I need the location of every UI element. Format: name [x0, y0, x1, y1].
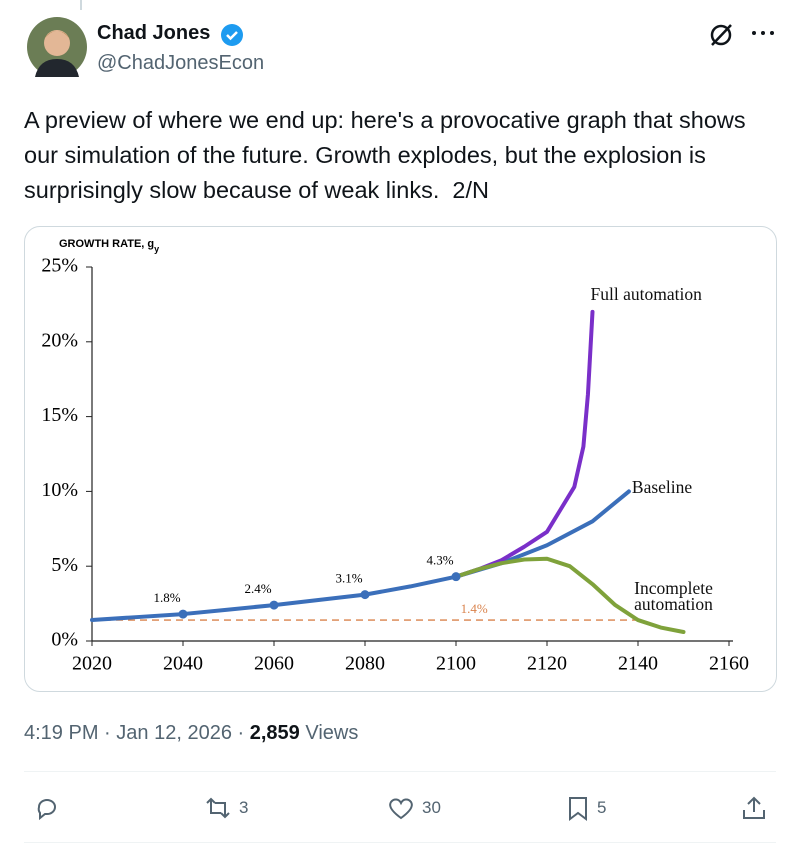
date[interactable]: Jan 12, 2026 — [116, 722, 232, 744]
retweet-icon — [206, 797, 230, 819]
x-tick-label: 2120 — [527, 653, 567, 675]
data-point — [178, 609, 188, 619]
separator: · — [237, 722, 245, 744]
chart: GROWTH RATE, gy 0% 5% 10% 15% 20% 25% 2020 2040… — [41, 238, 749, 675]
avatar[interactable] — [27, 17, 87, 77]
share-button[interactable] — [740, 794, 768, 822]
y-tick-label: 5% — [51, 554, 78, 576]
y-tick-label: 10% — [41, 479, 78, 501]
verified-badge — [221, 24, 243, 46]
bookmark-button[interactable]: 5 — [565, 794, 606, 822]
bookmark-count: 5 — [597, 798, 607, 817]
data-point — [360, 590, 370, 600]
value-label: 1.8% — [153, 590, 180, 605]
media-card[interactable] — [24, 226, 777, 692]
x-tick-label: 2160 — [709, 653, 749, 675]
share-icon — [743, 796, 765, 819]
y-axis-label-main: GROWTH RATE, g — [59, 238, 154, 250]
series-line — [454, 556, 686, 635]
grok-icon[interactable] — [708, 22, 734, 48]
y-axis-label-sub: y — [154, 244, 159, 254]
y-tick-label: 20% — [41, 329, 78, 351]
x-tick-label: 2020 — [72, 653, 112, 675]
retweet-button[interactable]: 3 — [203, 794, 248, 822]
x-tick-label: 2140 — [618, 653, 658, 675]
x-tick-label: 2060 — [254, 653, 294, 675]
y-tick-label: 25% — [41, 255, 78, 277]
timestamp: 4:19 PM · Jan 12, 2026 · 2,859 Views — [24, 722, 358, 745]
author-handle[interactable]: @ChadJonesEcon — [97, 52, 265, 74]
value-label: 2.4% — [244, 581, 271, 596]
divider — [24, 771, 776, 772]
retweet-count: 3 — [239, 798, 249, 817]
tweet-text: A preview of where we end up: here's a p… — [24, 107, 753, 203]
reply-button[interactable] — [33, 794, 61, 822]
thread-line — [80, 0, 82, 10]
like-count: 30 — [422, 798, 441, 817]
y-axis-label: GROWTH RATE, gy — [59, 238, 159, 254]
data-point — [451, 572, 461, 582]
series-line — [454, 309, 595, 579]
x-tick-label: 2040 — [163, 653, 203, 675]
series-label: Baseline — [631, 477, 693, 498]
data-point — [269, 600, 279, 610]
x-tick-label: 2100 — [436, 653, 476, 675]
series-label: Full automation — [590, 283, 702, 304]
y-tick-label: 0% — [51, 629, 78, 651]
series-label: Incomplete automation — [634, 578, 713, 615]
like-icon — [389, 798, 413, 820]
divider — [24, 842, 776, 843]
y-tick-label: 15% — [41, 404, 78, 426]
reply-icon — [37, 799, 56, 821]
separator: · — [104, 722, 111, 744]
more-icon[interactable] — [750, 28, 776, 38]
bookmark-icon — [569, 797, 587, 821]
value-label: 4.3% — [426, 553, 453, 568]
reference-label: 1.4% — [461, 601, 488, 616]
time[interactable]: 4:19 PM — [24, 722, 99, 744]
author-name[interactable]: Chad Jones — [97, 22, 211, 44]
views-count: 2,859 — [249, 722, 300, 744]
like-button[interactable]: 30 — [386, 794, 441, 822]
views-label: Views — [305, 722, 359, 744]
value-label: 3.1% — [335, 571, 362, 586]
x-tick-label: 2080 — [345, 653, 385, 675]
